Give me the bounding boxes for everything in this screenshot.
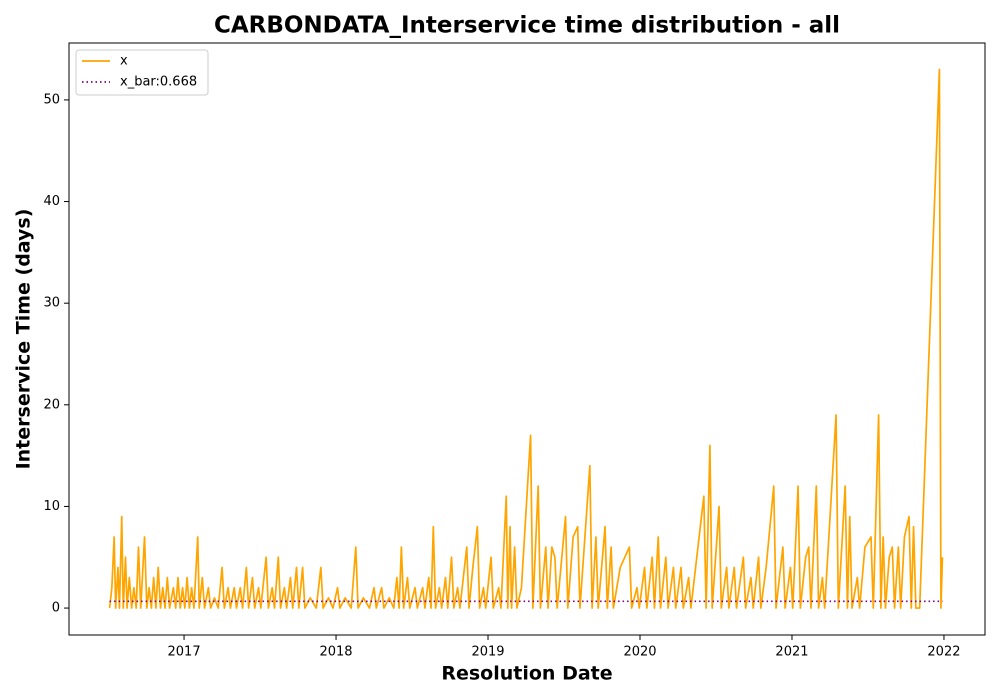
legend-label: x — [120, 54, 128, 69]
y-tick-label: 10 — [43, 499, 60, 514]
x-tick-label: 2017 — [168, 645, 201, 660]
y-axis-label: Interservice Time (days) — [13, 209, 35, 470]
y-tick-label: 50 — [43, 92, 60, 107]
plot-frame — [68, 42, 986, 636]
series-line — [108, 68, 944, 609]
x-axis-label: Resolution Date — [441, 663, 612, 685]
y-tick-label: 20 — [43, 397, 60, 412]
x-tick-label: 2020 — [623, 645, 656, 660]
y-tick-label: 40 — [43, 194, 60, 209]
legend: x x_bar:0.668 — [75, 49, 209, 96]
legend-label: x_bar:0.668 — [120, 75, 197, 90]
y-tick-label: 30 — [43, 296, 60, 311]
x-tick-label: 2019 — [471, 645, 504, 660]
x-tick-label: 2021 — [775, 645, 808, 660]
chart-title: CARBONDATA_Interservice time distributio… — [214, 13, 840, 39]
y-tick-label: 0 — [52, 601, 60, 616]
x-tick-label: 2018 — [319, 645, 352, 660]
x-tick-label: 2022 — [927, 645, 960, 660]
